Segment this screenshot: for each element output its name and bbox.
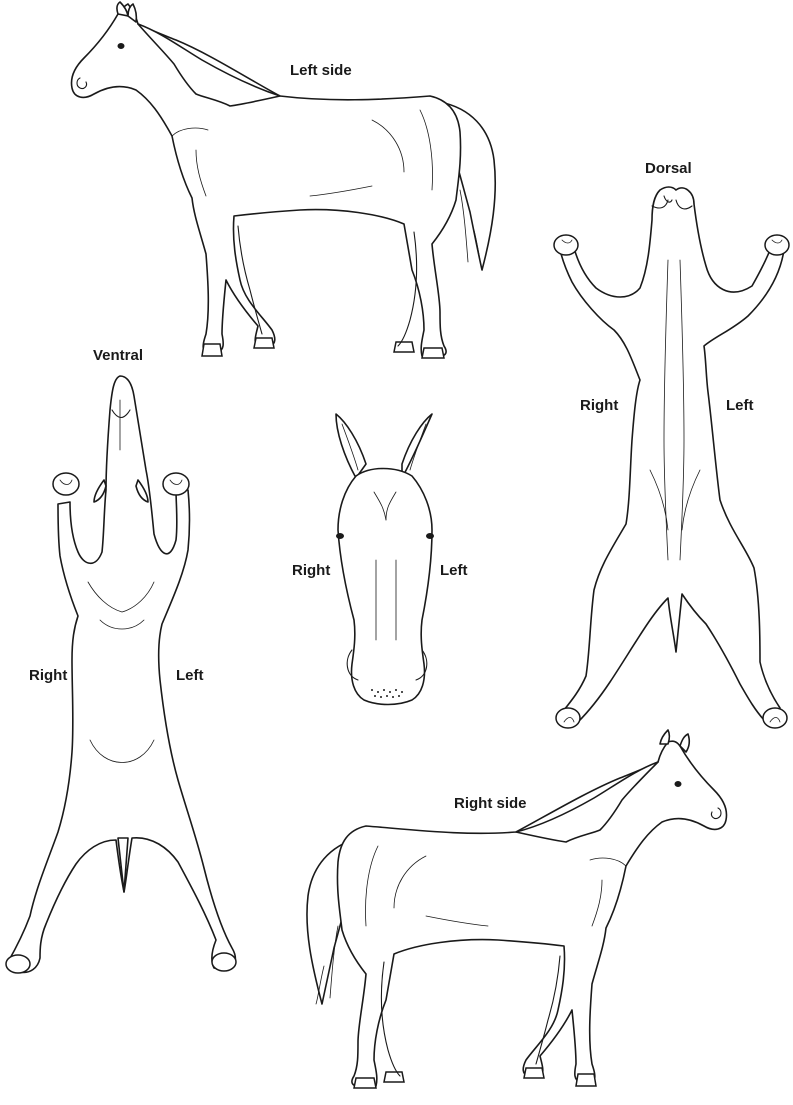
front-view-head xyxy=(335,413,434,706)
ventral-right-label: Right xyxy=(29,667,68,684)
ventral-view-horse xyxy=(5,375,237,974)
ventral-view-hoof xyxy=(162,472,190,496)
ventral-view-hoof xyxy=(52,472,80,496)
right-side-horse-eye xyxy=(674,781,682,787)
front-view-eye-right xyxy=(336,533,344,539)
dorsal-view-hoof xyxy=(553,234,579,256)
left-side-horse-hoof xyxy=(201,343,223,357)
left-side-horse-mane xyxy=(137,23,281,107)
front-view-nostril xyxy=(346,649,359,681)
ventral-label: Ventral xyxy=(93,347,144,364)
front-view-ear-left xyxy=(401,413,433,479)
front-view-ear-right xyxy=(335,413,367,479)
dorsal-view-horse xyxy=(553,186,790,729)
right-side-horse-body xyxy=(336,740,728,1087)
right-side-horse-hoof xyxy=(383,1071,405,1083)
right-side-horse-ear xyxy=(659,729,671,745)
dorsal-view-hoof xyxy=(764,234,790,256)
right-side-horse-mane xyxy=(515,761,659,843)
front-view-nostril xyxy=(415,649,428,681)
dorsal-view-outline xyxy=(559,186,785,723)
left-side-horse-body xyxy=(70,3,462,357)
left-side-horse-eye xyxy=(117,43,125,49)
front-right-label: Right xyxy=(292,562,331,579)
ventral-view-hoof xyxy=(5,954,31,974)
right-side-label: Right side xyxy=(454,795,527,812)
front-left-label: Left xyxy=(440,562,468,579)
dorsal-label: Dorsal xyxy=(645,160,692,177)
front-view-eye-left xyxy=(426,533,434,539)
ventral-left-label: Left xyxy=(176,667,204,684)
dorsal-right-label: Right xyxy=(580,397,619,414)
left-side-horse-nostril xyxy=(76,77,88,90)
right-side-horse-ear-far xyxy=(679,733,691,753)
ventral-view-hoof xyxy=(211,952,237,972)
dorsal-left-label: Left xyxy=(726,397,754,414)
left-side-horse-ear-far xyxy=(127,3,138,23)
right-side-horse-hoof xyxy=(353,1077,377,1089)
front-view-head-outline xyxy=(337,467,433,706)
right-side-horse-hoof xyxy=(523,1067,545,1079)
left-side-horse-ear xyxy=(116,1,129,17)
right-side-horse-hoof xyxy=(575,1073,597,1087)
left-side-horse-hoof xyxy=(393,341,415,353)
right-side-horse-nostril xyxy=(710,807,722,820)
right-side-horse xyxy=(306,729,728,1089)
left-side-horse-hoof xyxy=(421,347,445,359)
left-side-label: Left side xyxy=(290,62,352,79)
left-side-horse-hoof xyxy=(253,337,275,349)
left-side-horse xyxy=(70,1,497,359)
dorsal-view-hoof xyxy=(762,707,788,729)
ventral-view-outline xyxy=(7,375,237,974)
